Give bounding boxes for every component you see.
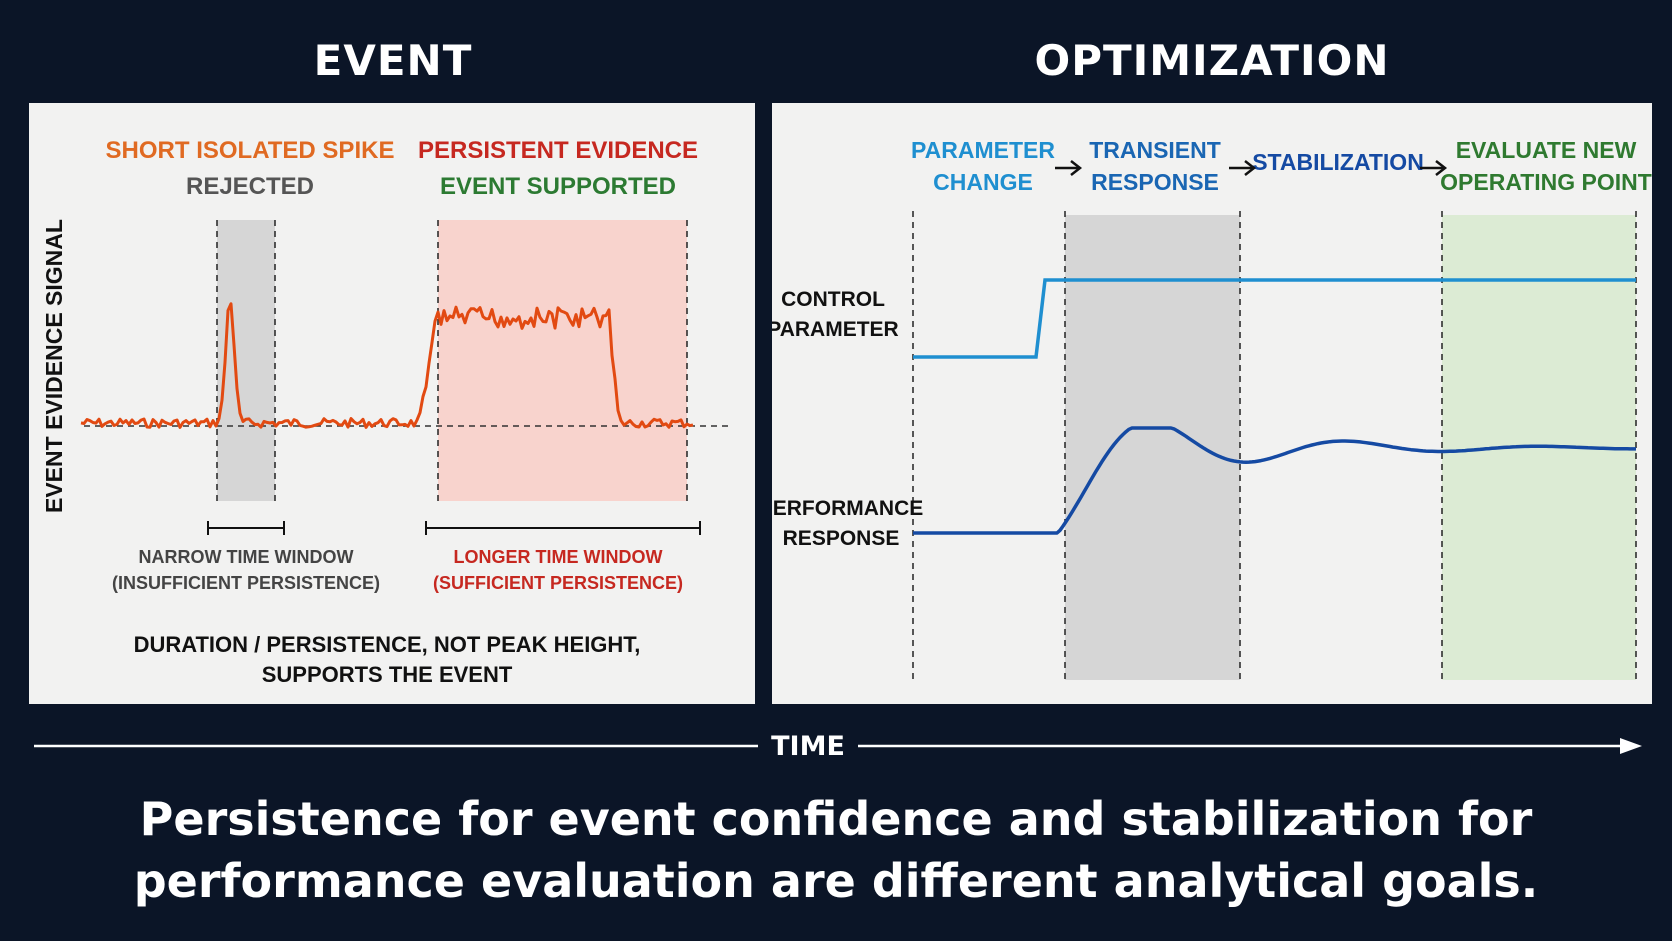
stage-parameter-change-line-1: PARAMETER bbox=[911, 137, 1055, 163]
persistent-verdict: EVENT SUPPORTED bbox=[440, 173, 676, 200]
event-signal-line bbox=[80, 302, 694, 429]
event-panel: EVENT EVIDENCE SIGNAL SHORT ISOLATED SPI… bbox=[29, 103, 755, 704]
conclusion-line-2: performance evaluation are different ana… bbox=[133, 854, 1539, 908]
takeaway-line-1: DURATION / PERSISTENCE, NOT PEAK HEIGHT, bbox=[134, 632, 641, 657]
optimization-diagram: CONTROL PARAMETER PERFORMANCE RESPONSE P… bbox=[759, 137, 1652, 681]
transient-band bbox=[1065, 215, 1240, 680]
takeaway-line-2: SUPPORTS THE EVENT bbox=[262, 662, 513, 687]
time-axis: TIME bbox=[34, 731, 1642, 762]
spike-title: SHORT ISOLATED SPIKE bbox=[106, 137, 395, 164]
performance-label-line-2: RESPONSE bbox=[783, 527, 900, 550]
y-axis-label: EVENT EVIDENCE SIGNAL bbox=[41, 219, 67, 513]
stage-arrow-2 bbox=[1229, 160, 1257, 176]
conclusion: Persistence for event confidence and sta… bbox=[0, 788, 1672, 912]
optimization-heading: OPTIMIZATION bbox=[1034, 36, 1390, 85]
narrow-window-bracket bbox=[207, 521, 285, 535]
long-window-bracket bbox=[425, 521, 701, 535]
event-diagram: EVENT EVIDENCE SIGNAL SHORT ISOLATED SPI… bbox=[41, 137, 729, 687]
stage-arrow-1 bbox=[1055, 160, 1083, 176]
performance-response-line bbox=[913, 426, 1636, 535]
narrow-window-band bbox=[217, 220, 275, 501]
time-arrowhead-icon bbox=[1620, 738, 1642, 754]
stage-evaluate-line-1: EVALUATE NEW bbox=[1456, 137, 1637, 163]
spike-verdict: REJECTED bbox=[186, 173, 314, 200]
stage-transient-line-2: RESPONSE bbox=[1091, 169, 1219, 195]
stage-transient-line-1: TRANSIENT bbox=[1089, 137, 1221, 163]
control-label-line-2: PARAMETER bbox=[772, 318, 899, 341]
long-window-label: LONGER TIME WINDOW bbox=[454, 547, 663, 567]
optimization-panel: CONTROL PARAMETER PERFORMANCE RESPONSE P… bbox=[759, 103, 1652, 704]
stage-stabilization: STABILIZATION bbox=[1252, 149, 1424, 175]
stage-evaluate-line-2: OPERATING POINT bbox=[1440, 169, 1652, 195]
performance-label-line-1: PERFORMANCE bbox=[772, 497, 923, 520]
narrow-window-sublabel: (INSUFFICIENT PERSISTENCE) bbox=[112, 573, 380, 593]
conclusion-line-1: Persistence for event confidence and sta… bbox=[139, 792, 1533, 846]
time-label: TIME bbox=[771, 731, 845, 762]
persistent-title: PERSISTENT EVIDENCE bbox=[418, 137, 698, 164]
control-label-line-1: CONTROL bbox=[781, 288, 885, 311]
stage-arrow-3 bbox=[1420, 160, 1448, 176]
long-window-sublabel: (SUFFICIENT PERSISTENCE) bbox=[433, 573, 683, 593]
narrow-window-label: NARROW TIME WINDOW bbox=[139, 547, 354, 567]
control-parameter-line bbox=[913, 278, 1636, 359]
event-heading: EVENT bbox=[313, 36, 473, 85]
long-window-band bbox=[438, 220, 687, 501]
stage-parameter-change-line-2: CHANGE bbox=[933, 169, 1033, 195]
